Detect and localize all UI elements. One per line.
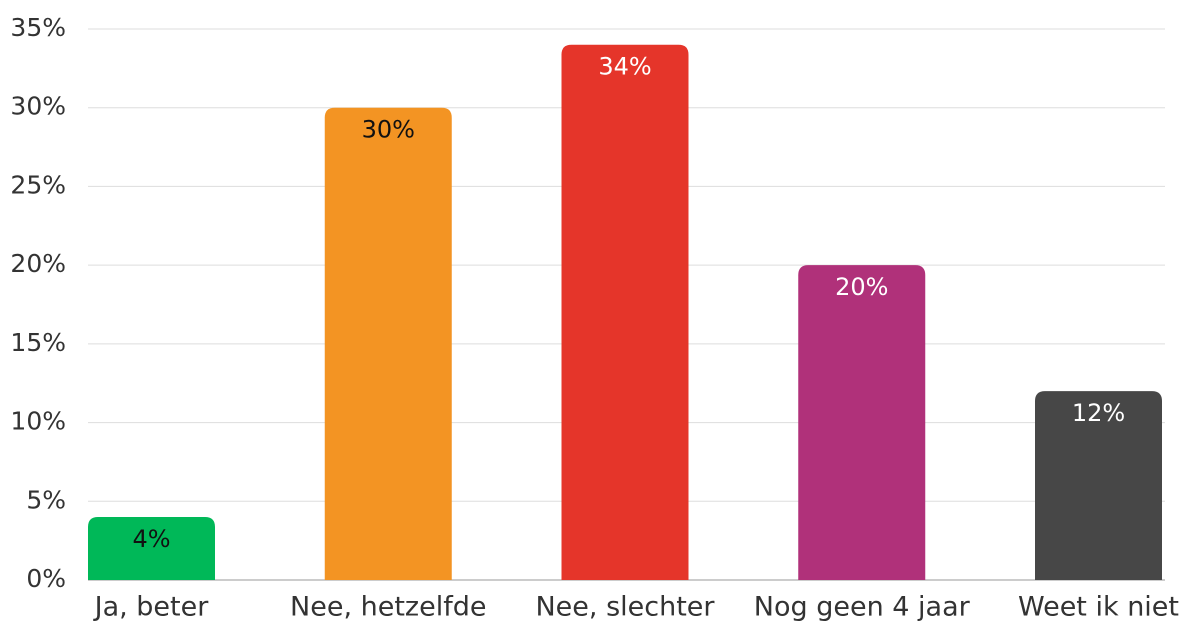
bar <box>1035 391 1162 580</box>
y-tick-label: 5% <box>26 485 66 514</box>
y-tick-label: 0% <box>26 564 66 593</box>
y-tick-label: 15% <box>10 328 66 357</box>
y-tick-label: 35% <box>10 13 66 42</box>
value-label: 12% <box>1072 399 1125 427</box>
x-tick-label: Weet ik niet <box>1018 592 1179 623</box>
value-label: 4% <box>132 525 170 553</box>
x-tick-label: Nee, hetzelfde <box>290 592 486 623</box>
x-tick-label: Ja, beter <box>93 592 210 623</box>
y-tick-label: 10% <box>10 407 66 436</box>
x-tick-label: Nee, slechter <box>535 592 715 623</box>
value-label: 34% <box>598 53 651 81</box>
y-tick-label: 30% <box>10 92 66 121</box>
bar <box>88 517 215 580</box>
bar <box>561 44 689 580</box>
bar <box>324 107 452 580</box>
x-tick-label: Nog geen 4 jaar <box>754 592 971 623</box>
bar <box>798 265 926 580</box>
value-label: 30% <box>362 116 415 144</box>
y-tick-label: 20% <box>10 249 66 278</box>
y-tick-label: 25% <box>10 170 66 199</box>
value-label: 20% <box>835 273 888 301</box>
